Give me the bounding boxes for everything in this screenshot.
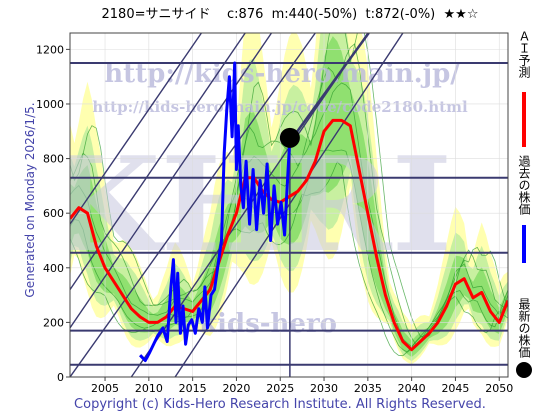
series-lines <box>70 61 508 363</box>
y-tick-label: 0 <box>57 371 64 384</box>
diagonal-line <box>174 33 404 377</box>
chart-header: 2180=サニサイド c:876 m:440(-50%) t:872(-0%) … <box>60 4 520 26</box>
x-tick-label: 2040 <box>398 382 426 395</box>
x-tick-label: 2025 <box>266 382 294 395</box>
x-tick-label: 2015 <box>179 382 207 395</box>
x-axis-ticks: 2005 2010 2015 2020 2025 2030 2035 2040 2045 2050 <box>91 377 513 395</box>
diagonal-line <box>70 33 316 377</box>
legend-latest-price-dot <box>516 362 532 378</box>
legend-latest-price-label: 最新の株価 <box>517 298 531 358</box>
x-tick-label: 2005 <box>91 382 119 395</box>
legend-ai-prediction-swatch <box>522 92 526 147</box>
x-tick-label: 2030 <box>310 382 338 395</box>
x-tick-label: 2020 <box>222 382 250 395</box>
copyright: Copyright (c) Kids-Hero Research Institu… <box>74 397 486 412</box>
y-tick-label: 1000 <box>36 98 64 111</box>
y-axis-ticks: 0 200 400 600 800 1000 1200 <box>36 43 70 384</box>
stock-code-name: 2180=サニサイド <box>101 7 211 22</box>
legend-past-price: 過去の株価 <box>514 155 534 265</box>
rating-stars: ★★☆ <box>443 7 479 22</box>
y-tick-label: 200 <box>43 316 64 329</box>
y-tick-label: 1200 <box>36 43 64 56</box>
legend-past-price-swatch <box>522 225 526 263</box>
plot-frame <box>69 32 509 378</box>
latest-price-marker <box>279 127 300 148</box>
x-tick-label: 2045 <box>441 382 469 395</box>
legend-latest-price: 最新の株価 <box>514 298 534 388</box>
min-price: m:440(-50%) <box>271 7 358 22</box>
diagonal-line <box>70 33 246 291</box>
x-tick-label: 2035 <box>354 382 382 395</box>
diagonal-line <box>70 33 202 225</box>
ai-prediction-line <box>70 118 508 352</box>
target-price: t:872(-0%) <box>365 7 436 22</box>
x-tick-label: 2050 <box>485 382 513 395</box>
legend-ai-prediction: ＡＩ予測 <box>514 30 534 150</box>
past-price-line <box>139 61 292 363</box>
watermark-brand: kids-hero <box>199 309 337 339</box>
diagonal-line <box>292 33 370 138</box>
generated-date: Generated on Monday 2026/1/5. <box>23 102 37 298</box>
y-tick-label: 600 <box>43 207 64 220</box>
y-tick-label: 400 <box>43 262 64 275</box>
x-tick-label: 2010 <box>135 382 163 395</box>
diagonal-line <box>70 33 273 329</box>
y-tick-label: 800 <box>43 153 64 166</box>
legend-ai-prediction-label: ＡＩ予測 <box>517 30 531 78</box>
legend-past-price-label: 過去の株価 <box>517 155 531 215</box>
band-line <box>70 82 508 348</box>
current-price: c:876 <box>227 7 264 22</box>
